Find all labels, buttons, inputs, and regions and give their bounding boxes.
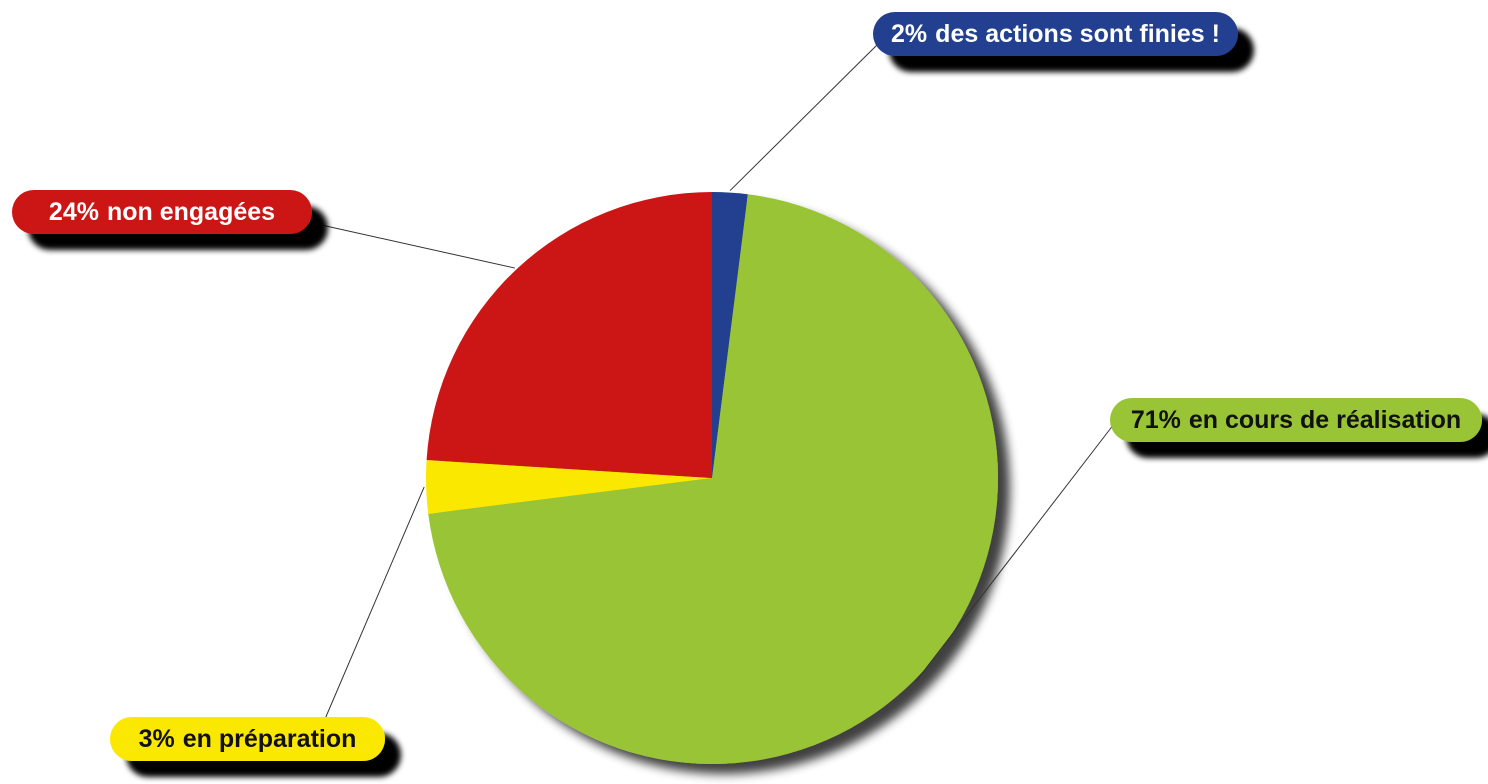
label-pill (110, 717, 385, 761)
slice-category: en préparation (183, 725, 357, 753)
label-pill (1110, 398, 1482, 442)
pie-slice (712, 192, 748, 478)
slice-label: 24% non engagées (49, 198, 275, 226)
label-pill (12, 190, 312, 234)
slice-value-label: 24% (49, 198, 99, 226)
slice-label: 3% en préparation (139, 725, 357, 753)
pie-slice (426, 460, 712, 514)
slice-label: 2% des actions sont finies ! (891, 20, 1220, 48)
pie-slice (426, 191, 712, 478)
labels: 2% des actions sont finies ! 71% en cours d… (12, 12, 1482, 761)
label-pill (873, 12, 1238, 56)
slice-category: des actions sont finies ! (935, 20, 1220, 48)
pie (426, 191, 998, 764)
leader-line (915, 423, 1115, 682)
pie-slice (428, 194, 998, 764)
slice-category: non engagées (107, 198, 275, 226)
slice-value-label: 3% (139, 725, 175, 753)
leader-line (307, 221, 515, 269)
leader-line (324, 486, 425, 720)
slice-label: 71% en cours de réalisation (1131, 406, 1461, 434)
slice-value-label: 71% (1131, 406, 1181, 434)
slice-category: en cours de réalisation (1189, 406, 1461, 434)
leader-line (729, 41, 881, 191)
slice-value-label: 2% (891, 20, 927, 48)
